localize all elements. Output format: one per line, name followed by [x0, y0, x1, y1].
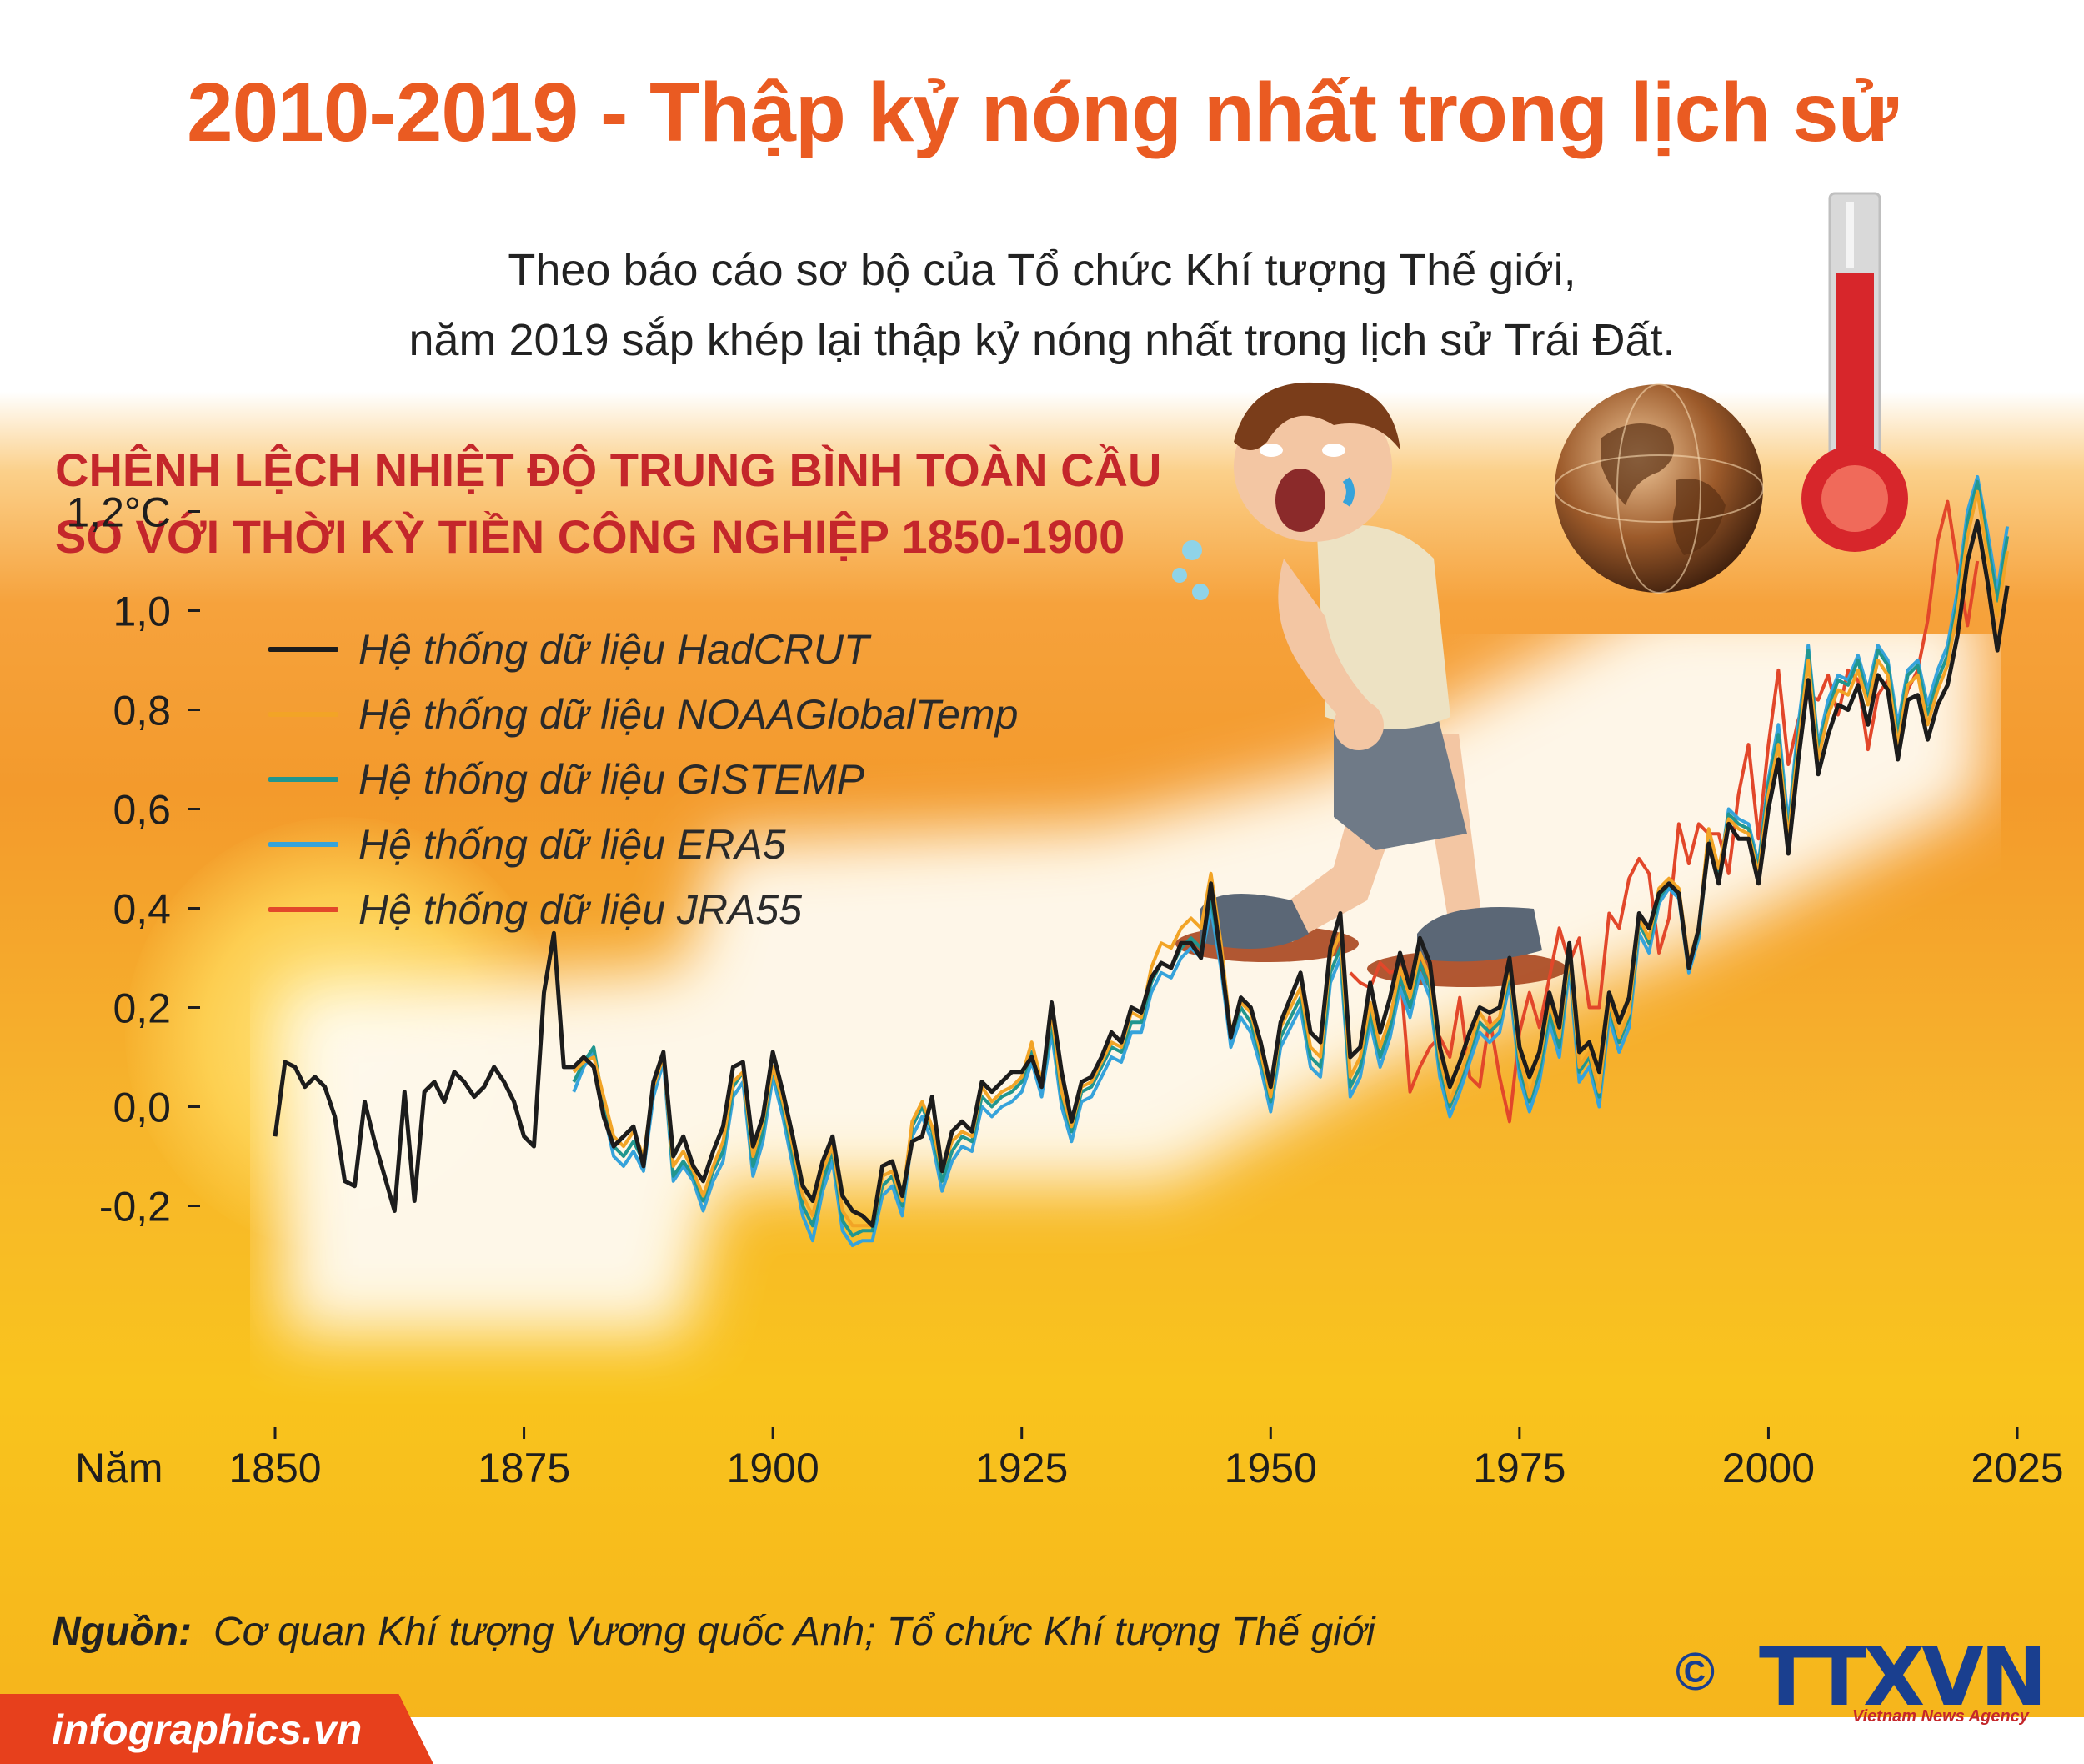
copyright-icon: ©	[1676, 1641, 1716, 1701]
legend-swatch-hadcrut	[268, 647, 338, 652]
y-tick-label: 0,8	[113, 688, 171, 734]
logo-tagline: Vietnam News Agency	[1852, 1707, 2029, 1726]
legend-label-jra55: Hệ thống dữ liệu JRA55	[358, 886, 803, 933]
x-tick-label: 1875	[478, 1445, 570, 1491]
x-axis: Năm 1850 1875 1900 1925 1950 1975 2000 2025	[75, 1427, 2064, 1491]
x-tick-label: 2000	[1722, 1445, 1815, 1491]
legend-item-gistemp: Hệ thống dữ liệu GISTEMP	[268, 747, 1018, 812]
legend-label-gistemp: Hệ thống dữ liệu GISTEMP	[358, 756, 864, 803]
subtitle-line-1: CHÊNH LỆCH NHIỆT ĐỘ TRUNG BÌNH TOÀN CẦU	[55, 444, 1162, 496]
series-line-jra55	[1349, 499, 1980, 1124]
legend-item-noaaglobaltemp: Hệ thống dữ liệu NOAAGlobalTemp	[268, 682, 1018, 747]
x-tick-label: 1950	[1225, 1445, 1317, 1491]
logo-name: TTXVN	[1759, 1631, 2047, 1724]
y-tick-label: 1,0	[113, 589, 171, 635]
legend-swatch-noaaglobaltemp	[268, 712, 338, 717]
x-tick-label: 1850	[228, 1445, 321, 1491]
series-line-hadcrut	[273, 519, 2010, 1228]
intro-line-2: năm 2019 sắp khép lại thập kỷ nóng nhất …	[408, 315, 1676, 365]
y-tick-label: 0,6	[113, 787, 171, 834]
series-lines	[273, 474, 2010, 1248]
y-tick-label: 1,2°C	[66, 489, 171, 536]
intro-line-1: Theo báo cáo sơ bộ của Tổ chức Khí tượng…	[508, 245, 1576, 295]
source-label: Nguồn:	[52, 1610, 192, 1654]
legend-swatch-gistemp	[268, 777, 338, 782]
globe-illustration	[1554, 383, 1764, 594]
x-tick-label: 1975	[1473, 1445, 1566, 1491]
footer-site-link[interactable]: infographics.vn	[52, 1706, 363, 1753]
ttxvn-logo: © TTXVN Vietnam News Agency	[1676, 1631, 2047, 1726]
x-tick-label: 1925	[975, 1445, 1068, 1491]
legend-item-hadcrut: Hệ thống dữ liệu HadCRUT	[268, 617, 1018, 682]
legend-swatch-era5	[268, 842, 338, 847]
sweating-boy-illustration	[1172, 382, 1567, 987]
x-tick-label: 1900	[727, 1445, 819, 1491]
legend-item-jra55: Hệ thống dữ liệu JRA55	[268, 877, 1018, 942]
legend-label-noaaglobaltemp: Hệ thống dữ liệu NOAAGlobalTemp	[358, 691, 1019, 738]
x-axis-label: Năm	[75, 1445, 163, 1491]
intro-text: Theo báo cáo sơ bộ của Tổ chức Khí tượng…	[250, 235, 1834, 375]
footer-band	[0, 1694, 433, 1764]
y-tick-label: -0,2	[99, 1184, 171, 1230]
y-axis: 1,2°C 1,0 0,8 0,6 0,4 0,2 0,0 -0,2	[66, 489, 200, 1230]
y-tick-label: 0,0	[113, 1085, 171, 1131]
source-text: Cơ quan Khí tượng Vương quốc Anh; Tổ chứ…	[213, 1610, 1375, 1654]
subtitle-line-2: SO VỚI THỜI KỲ TIỀN CÔNG NGHIỆP 1850-190…	[55, 510, 1125, 563]
legend-swatch-jra55	[268, 907, 338, 912]
chart-subtitle: CHÊNH LỆCH NHIỆT ĐỘ TRUNG BÌNH TOÀN CẦU …	[55, 437, 1222, 570]
thermometer-icon	[1801, 192, 1908, 552]
legend-item-era5: Hệ thống dữ liệu ERA5	[268, 812, 1018, 877]
header-background	[0, 0, 2084, 433]
series-line-noaaglobaltemp	[572, 489, 2010, 1228]
legend-label-hadcrut: Hệ thống dữ liệu HadCRUT	[358, 626, 869, 673]
page-title: 2010-2019 - Thập kỷ nóng nhất trong lịch…	[186, 66, 1898, 159]
series-line-gistemp	[572, 479, 2010, 1238]
y-tick-label: 0,2	[113, 985, 171, 1032]
source-note: Nguồn: Cơ quan Khí tượng Vương quốc Anh; …	[52, 1609, 1375, 1655]
legend-label-era5: Hệ thống dữ liệu ERA5	[358, 821, 786, 868]
y-tick-label: 0,4	[113, 886, 171, 933]
chart-legend: Hệ thống dữ liệu HadCRUT Hệ thống dữ liệ…	[268, 617, 1018, 942]
x-tick-label: 2025	[1971, 1445, 2063, 1491]
